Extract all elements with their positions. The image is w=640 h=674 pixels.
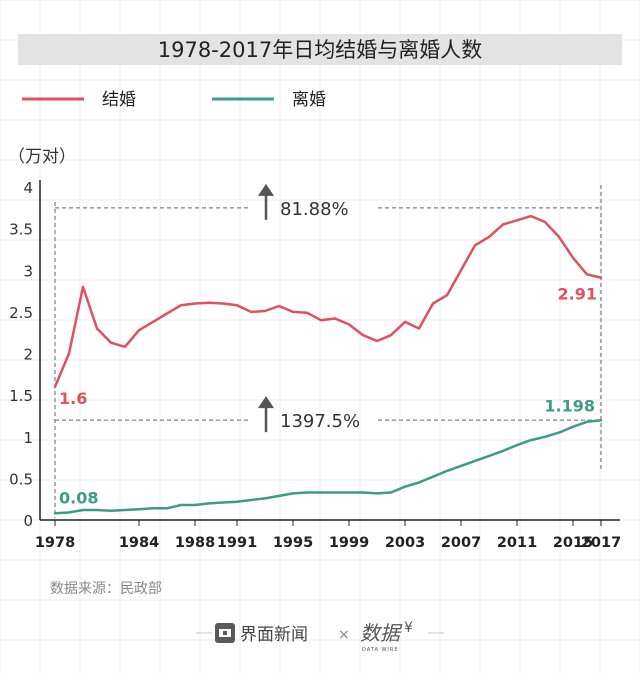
title-bar xyxy=(18,34,622,65)
x-tick-label: 1999 xyxy=(329,535,369,551)
footer: 界面新闻 × 数据 ¥ DATA WIRE xyxy=(196,620,444,653)
x-tick-label: 2003 xyxy=(385,535,425,551)
brand-name: 界面新闻 xyxy=(240,625,308,645)
series-line-0 xyxy=(53,214,603,389)
x-tick-label: 1984 xyxy=(119,535,159,551)
arrow-up-icon xyxy=(258,396,274,409)
svg-text:¥: ¥ xyxy=(404,620,413,636)
y-tick-label: 1 xyxy=(23,429,33,447)
source-note: 数据来源：民政部 xyxy=(50,581,162,597)
legend: 结婚 离婚 xyxy=(22,90,326,110)
endpoint-label: 1.198 xyxy=(544,396,595,415)
y-tick-label: 0 xyxy=(23,512,33,530)
y-tick-label: 3.5 xyxy=(9,221,33,239)
y-tick-label: 2.5 xyxy=(9,304,33,322)
x-tick-label: 1988 xyxy=(175,535,215,551)
x-tick-label: 2017 xyxy=(581,535,621,551)
legend-label-1: 离婚 xyxy=(292,90,326,110)
data-wire-logo-sub: DATA WIRE xyxy=(362,647,399,653)
annotation-label: 1397.5% xyxy=(280,411,360,432)
legend-label-0: 结婚 xyxy=(102,90,136,110)
y-tick-label: 3 xyxy=(23,262,33,280)
series-line-1 xyxy=(53,419,603,515)
endpoint-label: 1.6 xyxy=(59,389,87,408)
x-tick-label: 2007 xyxy=(441,535,481,551)
brand-logo-icon xyxy=(215,623,235,643)
brand-separator: × xyxy=(338,627,350,643)
x-tick-label: 1978 xyxy=(35,535,75,551)
data-wire-logo: 数据 ¥ DATA WIRE xyxy=(360,620,413,653)
plot-area: 0 0.5 1 1.5 2 2.5 3 3.5 4 1978 1984 1988 1991 1995 199… xyxy=(9,179,621,551)
chart-title: 1978-2017年日均结婚与离婚人数 xyxy=(158,38,482,62)
x-tick-label: 2015 xyxy=(553,535,593,551)
arrow-up-icon xyxy=(258,183,274,196)
x-tick-label: 2011 xyxy=(497,535,537,551)
y-tick-label: 4 xyxy=(23,179,33,197)
y-tick-label: 0.5 xyxy=(9,470,33,488)
x-tick-label: 1995 xyxy=(273,535,313,551)
y-tick-label: 1.5 xyxy=(9,387,33,405)
y-tick-label: 2 xyxy=(23,346,33,364)
endpoint-label: 2.91 xyxy=(558,285,597,304)
y-axis-label: （万对） xyxy=(8,147,76,167)
endpoint-label: 0.08 xyxy=(59,488,98,507)
annotation-label: 81.88% xyxy=(280,199,349,220)
data-wire-logo-text: 数据 xyxy=(360,621,403,645)
x-tick-label: 1991 xyxy=(217,535,257,551)
